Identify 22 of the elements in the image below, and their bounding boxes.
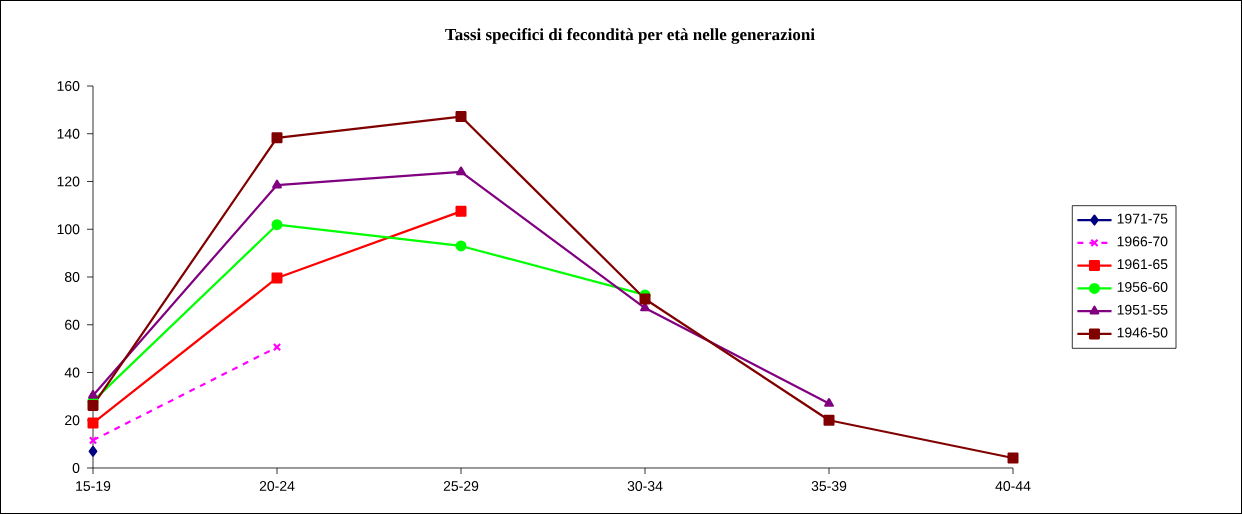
y-tick-label: 160: [57, 81, 80, 91]
y-tick-label: 20: [65, 415, 80, 426]
legend-label: 1966-70: [1117, 236, 1168, 247]
chart-title: Tassi specifici di fecondità per età nelle generazioni: [445, 28, 815, 44]
y-tick-label: 80: [64, 272, 80, 282]
x-tick-label: 20-24: [259, 481, 295, 491]
x-tick-label: 25-29: [443, 481, 479, 491]
x-tick-label: 40-44: [995, 481, 1031, 491]
y-tick-label: 40: [64, 367, 80, 378]
y-tick-label: 60: [65, 319, 80, 330]
legend-label: 1971-75: [1117, 213, 1168, 224]
legend-label: 1961-65: [1117, 259, 1168, 270]
y-tick-label: 100: [57, 224, 80, 235]
legend-label: 1951-55: [1117, 304, 1168, 315]
x-tick-label: 35-39: [811, 481, 847, 491]
y-tick-label: 140: [57, 128, 80, 139]
legend-label: 1946-50: [1117, 327, 1168, 338]
legend-label: 1956-60: [1117, 282, 1168, 292]
x-tick-label: 15-19: [76, 481, 111, 491]
x-tick-label: 30-34: [627, 481, 663, 491]
y-tick-label: 0: [72, 463, 80, 473]
y-tick-label: 120: [57, 176, 80, 187]
